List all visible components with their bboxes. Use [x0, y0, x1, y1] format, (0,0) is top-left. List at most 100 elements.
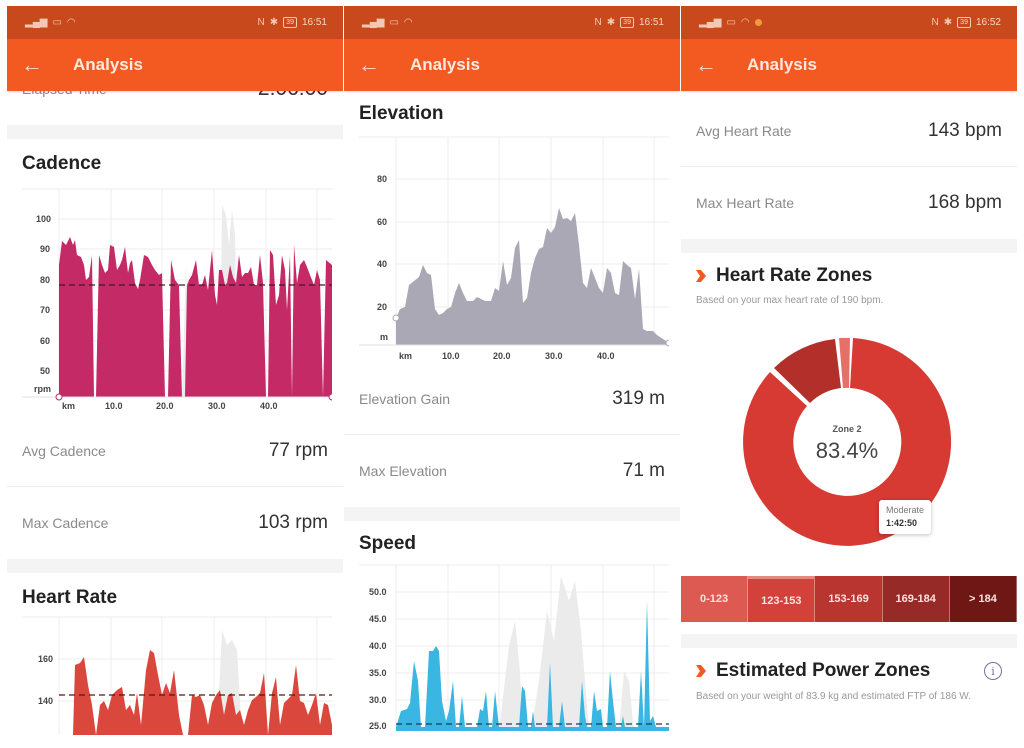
- arrow-left-icon[interactable]: ←: [358, 52, 380, 77]
- stat-row-max-heart-rate: Max Heart Rate 168 bpm: [681, 167, 1017, 239]
- svg-text:40.0: 40.0: [260, 401, 278, 411]
- svg-text:km: km: [399, 351, 412, 361]
- svg-text:50: 50: [40, 366, 50, 376]
- section-title-hr-zones: Heart Rate Zones: [716, 265, 873, 286]
- stat-row-max-elevation: Max Elevation 71 m: [344, 435, 680, 507]
- svg-text:20.0: 20.0: [156, 401, 174, 411]
- hr-zones-subtitle: Based on your max heart rate of 190 bpm.: [696, 295, 884, 306]
- svg-text:160: 160: [38, 654, 53, 664]
- battery-icon: 39: [957, 17, 971, 28]
- status-bar: ▂▄▆ ▭ ◠ N ✱ 39 16:52: [681, 6, 1017, 39]
- clock: 16:51: [301, 17, 327, 28]
- arrow-left-icon[interactable]: ←: [21, 52, 43, 77]
- stat-row-avg-cadence: Avg Cadence 77 rpm: [7, 415, 343, 487]
- chevron-right-icon: [696, 270, 706, 282]
- stat-row-avg-heart-rate: Avg Heart Rate 143 bpm: [681, 95, 1017, 167]
- section-title-power-zones: Estimated Power Zones: [716, 660, 931, 681]
- svg-text:10.0: 10.0: [442, 351, 460, 361]
- section-divider: [7, 559, 343, 573]
- app-bar: ← Analysis: [344, 39, 680, 91]
- power-zones-header: Estimated Power Zones i: [681, 660, 1017, 682]
- svg-text:100: 100: [36, 214, 51, 224]
- stat-value: 319 m: [612, 387, 665, 409]
- nfc-icon: N: [931, 17, 939, 28]
- stat-label: Avg Heart Rate: [696, 122, 792, 139]
- zone-1-tab[interactable]: 0-123: [681, 576, 749, 622]
- svg-text:80: 80: [40, 275, 50, 285]
- sim-icon: ▭: [52, 17, 62, 28]
- stat-value: 168 bpm: [928, 192, 1002, 213]
- section-divider: [681, 634, 1017, 648]
- scroll-content[interactable]: Avg Heart Rate 143 bpm Max Heart Rate 16…: [681, 95, 1017, 703]
- svg-text:60: 60: [40, 336, 50, 346]
- stat-label: Max Cadence: [22, 515, 109, 531]
- app-bar: ← Analysis: [7, 39, 343, 91]
- hr-zones-donut[interactable]: Zone 2 83.4% Moderate 1:42:50: [681, 306, 1017, 576]
- stat-row-elevation-gain: Elevation Gain 319 m: [344, 363, 680, 435]
- svg-text:30.0: 30.0: [369, 695, 387, 705]
- tooltip-value: 1:42:50: [886, 518, 918, 528]
- svg-text:25.0: 25.0: [369, 721, 387, 731]
- sim-icon: ▭: [726, 17, 736, 28]
- page-title: Analysis: [747, 55, 817, 74]
- svg-text:40.0: 40.0: [597, 351, 615, 361]
- nfc-icon: N: [594, 17, 602, 28]
- svg-text:rpm: rpm: [34, 384, 51, 394]
- stat-value: 77 rpm: [268, 439, 328, 461]
- wifi-icon: ◠: [66, 17, 76, 28]
- svg-text:90: 90: [40, 244, 50, 254]
- stat-label: Avg Cadence: [22, 442, 106, 459]
- page-title: Analysis: [410, 55, 480, 74]
- zone-3-tab[interactable]: 153-169: [815, 576, 883, 622]
- clock: 16:51: [638, 17, 664, 28]
- app-bar: ← Analysis: [681, 39, 1017, 91]
- notification-dot-icon: [754, 19, 762, 26]
- svg-text:30.0: 30.0: [208, 401, 226, 411]
- zone-4-tab[interactable]: 169-184: [882, 576, 950, 622]
- info-icon[interactable]: i: [984, 662, 1002, 680]
- svg-text:m: m: [380, 332, 388, 342]
- arrow-left-icon[interactable]: ←: [695, 52, 717, 77]
- svg-text:20: 20: [377, 302, 387, 312]
- bluetooth-icon: ✱: [943, 17, 953, 28]
- svg-text:30.0: 30.0: [545, 351, 563, 361]
- elevation-chart[interactable]: 80 60 40 20 m km 10.0 20.0 30.0 40.0: [359, 133, 669, 363]
- bluetooth-icon: ✱: [269, 17, 279, 28]
- speed-chart[interactable]: 50.0 45.0 40.0 35.0 30.0 25.0: [359, 561, 669, 731]
- stat-label: Max Elevation: [359, 463, 447, 479]
- signal-icon: ▂▄▆: [362, 17, 385, 28]
- svg-text:60: 60: [377, 217, 387, 227]
- scroll-content[interactable]: Elevation 80 60 40: [344, 103, 680, 731]
- battery-icon: 39: [283, 17, 297, 28]
- sim-icon: ▭: [389, 17, 399, 28]
- svg-text:80: 80: [377, 174, 387, 184]
- svg-text:40: 40: [377, 259, 387, 269]
- status-bar: ▂▄▆ ▭ ◠ N ✱ 39 16:51: [7, 6, 343, 39]
- zone-5-tab[interactable]: > 184: [949, 576, 1017, 622]
- svg-text:10.0: 10.0: [105, 401, 123, 411]
- phone-screen-cadence: ▂▄▆ ▭ ◠ N ✱ 39 16:51 ← Analysis Elapsed …: [7, 6, 343, 748]
- svg-text:40.0: 40.0: [369, 641, 387, 651]
- section-title-speed: Speed: [359, 533, 417, 554]
- stat-label: Elevation Gain: [359, 390, 451, 407]
- stat-row-max-cadence: Max Cadence 103 rpm: [7, 487, 343, 559]
- section-title-heart-rate: Heart Rate: [22, 587, 118, 608]
- section-title-elevation: Elevation: [359, 103, 444, 124]
- chevron-right-icon: [696, 665, 706, 677]
- cadence-chart[interactable]: 100 90 80 70 60 50 rpm km 10.0 20.0 30.0 40.0: [22, 185, 332, 411]
- donut-center-value: 83.4%: [815, 438, 879, 463]
- signal-icon: ▂▄▆: [25, 17, 48, 28]
- svg-text:50.0: 50.0: [369, 587, 387, 597]
- donut-tooltip: Moderate 1:42:50: [879, 500, 932, 534]
- battery-icon: 39: [620, 17, 634, 28]
- wifi-icon: ◠: [403, 17, 413, 28]
- svg-text:35.0: 35.0: [369, 668, 387, 678]
- tooltip-label: Moderate: [886, 505, 925, 515]
- donut-center-label: Zone 2: [832, 424, 862, 434]
- zone-2-tab[interactable]: 123-153: [748, 576, 816, 622]
- stat-label: Max Heart Rate: [696, 195, 795, 211]
- heart-rate-chart[interactable]: 160 140: [22, 615, 332, 735]
- phone-screen-elevation: ▂▄▆ ▭ ◠ N ✱ 39 16:51 ← Analysis Elevatio…: [344, 6, 680, 748]
- scroll-content[interactable]: Elapsed Time 2:06:00 Cadence: [7, 69, 343, 735]
